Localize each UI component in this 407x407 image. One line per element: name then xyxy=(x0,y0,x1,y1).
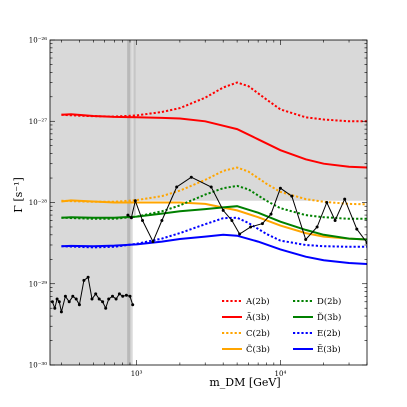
series-line-C xyxy=(61,166,367,206)
limit-point-high-19 xyxy=(325,201,329,204)
limit-point-high-7 xyxy=(189,175,193,179)
limit-point-low-23 xyxy=(128,294,132,298)
y-tick-label: 10⁻²⁷ xyxy=(29,118,47,126)
limit-point-high-21 xyxy=(343,197,347,201)
y-tick-label: 10⁻²⁹ xyxy=(29,280,47,288)
y-tick-label: 10⁻²⁸ xyxy=(29,199,47,207)
series-line-Dt xyxy=(61,205,367,241)
x-axis-label: m_DM [GeV] xyxy=(209,376,280,389)
limit-point-low-14 xyxy=(97,297,101,301)
limit-group xyxy=(50,175,367,314)
limit-point-low-8 xyxy=(74,297,78,301)
limit-point-high-3 xyxy=(141,219,144,222)
limit-point-high-6 xyxy=(175,185,179,189)
limit-point-low-16 xyxy=(104,306,108,310)
limit-point-low-24 xyxy=(131,303,135,307)
limit-point-high-4 xyxy=(151,240,155,244)
limit-point-low-22 xyxy=(124,293,128,297)
limit-point-low-15 xyxy=(101,300,105,304)
axis-ticks: 10³ 10⁴ 10⁻³⁰ 10⁻²⁹ 10⁻²⁸ 10⁻²⁷ 10⁻²⁶ xyxy=(29,37,368,378)
limit-point-low-1 xyxy=(53,306,57,310)
band-2 xyxy=(133,40,136,216)
limit-point-low-10 xyxy=(82,278,86,282)
limit-point-high-8 xyxy=(209,185,213,189)
limit-point-high-14 xyxy=(269,212,273,216)
limit-point-high-5 xyxy=(160,219,164,222)
limit-point-low-20 xyxy=(117,292,121,296)
limit-point-high-16 xyxy=(290,194,294,198)
series-line-At xyxy=(61,113,367,169)
legend-label-Et: Ẽ(3b) xyxy=(317,343,341,355)
limit-point-high-18 xyxy=(315,225,319,229)
limit-point-high-20 xyxy=(333,219,337,222)
limit-point-high-1 xyxy=(129,216,133,220)
limit-point-low-11 xyxy=(86,275,90,279)
x-tick-label: 10³ xyxy=(131,370,143,378)
legend-label-Dt: D̃(3b) xyxy=(317,311,341,323)
series-line-Et xyxy=(61,233,367,265)
legend-label-D: D(2b) xyxy=(317,296,341,307)
legend-label-Ct: C̃(3b) xyxy=(246,343,270,355)
legend: A(2b) Ã(3b) C(2b) C̃(3b) D(2b) D̃(3b) E(2b) Ẽ(3… xyxy=(222,296,341,355)
y-axis-label: Γ [s⁻¹] xyxy=(12,177,25,213)
limit-point-high-17 xyxy=(304,238,308,241)
legend-label-E: E(2b) xyxy=(317,328,341,339)
limit-point-low-6 xyxy=(67,300,71,304)
limit-point-low-5 xyxy=(63,294,67,298)
limit-point-high-15 xyxy=(278,186,282,190)
legend-label-At: Ã(3b) xyxy=(245,311,270,323)
series-line-Ct xyxy=(61,199,367,241)
limit-point-high-9 xyxy=(221,208,225,212)
limit-point-low-12 xyxy=(90,297,94,301)
limit-point-high-2 xyxy=(133,199,137,203)
axis-labels: m_DM [GeV] Γ [s⁻¹] xyxy=(12,177,281,389)
limit-point-high-12 xyxy=(249,225,253,229)
limit-point-low-4 xyxy=(59,310,63,314)
limit-point-low-21 xyxy=(121,294,125,298)
legend-label-A: A(2b) xyxy=(245,296,270,307)
x-tick-label: 10⁴ xyxy=(275,370,287,378)
limit-point-low-18 xyxy=(111,294,114,298)
limit-point-low-19 xyxy=(114,297,118,301)
limit-point-high-13 xyxy=(260,222,264,226)
limit-point-high-22 xyxy=(355,227,359,231)
limit-line-high xyxy=(127,176,367,243)
limit-point-low-17 xyxy=(107,297,111,301)
limit-point-low-2 xyxy=(55,297,59,301)
limit-point-high-10 xyxy=(230,219,234,222)
legend-label-C: C(2b) xyxy=(246,328,270,339)
limit-point-low-7 xyxy=(71,294,75,298)
limit-point-low-13 xyxy=(94,292,98,296)
y-tick-label: 10⁻²⁶ xyxy=(29,37,47,45)
limit-point-low-3 xyxy=(57,300,61,304)
limit-point-high-0 xyxy=(126,213,130,217)
limit-point-low-9 xyxy=(77,303,81,307)
limit-point-high-11 xyxy=(238,232,242,236)
series-line-A xyxy=(61,81,367,123)
y-tick-label: 10⁻³⁰ xyxy=(29,362,47,370)
